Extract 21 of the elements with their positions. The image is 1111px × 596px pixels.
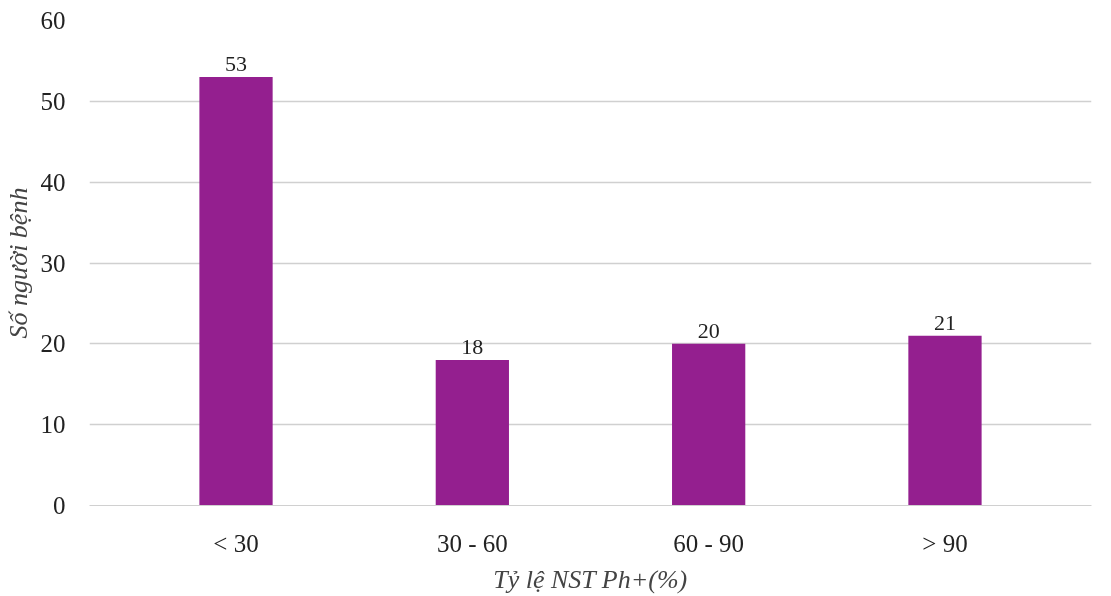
x-tick-label: < 30: [213, 529, 259, 557]
x-axis-title: Tỷ lệ NST Ph+(%): [493, 564, 688, 594]
y-tick-label: 10: [40, 411, 66, 439]
data-label: 21: [933, 309, 956, 335]
data-label: 20: [697, 317, 720, 343]
x-tick-label: > 90: [922, 529, 968, 557]
bar: [908, 335, 982, 506]
bar: [435, 360, 509, 506]
y-tick-label: 0: [53, 492, 66, 519]
y-tick-label: 20: [40, 330, 66, 358]
bar: [199, 77, 273, 506]
y-tick-label: 50: [40, 87, 66, 115]
y-tick-label: 40: [40, 168, 66, 196]
y-tick-label: 30: [40, 249, 66, 277]
y-tick-label: 60: [40, 7, 66, 34]
x-tick-label: 30 - 60: [436, 529, 508, 557]
data-label: 53: [225, 51, 248, 77]
bar: [672, 343, 746, 506]
x-tick-label: 60 - 90: [673, 529, 745, 557]
data-label: 18: [461, 334, 484, 359]
y-axis-title: Số người bệnh: [3, 187, 33, 339]
